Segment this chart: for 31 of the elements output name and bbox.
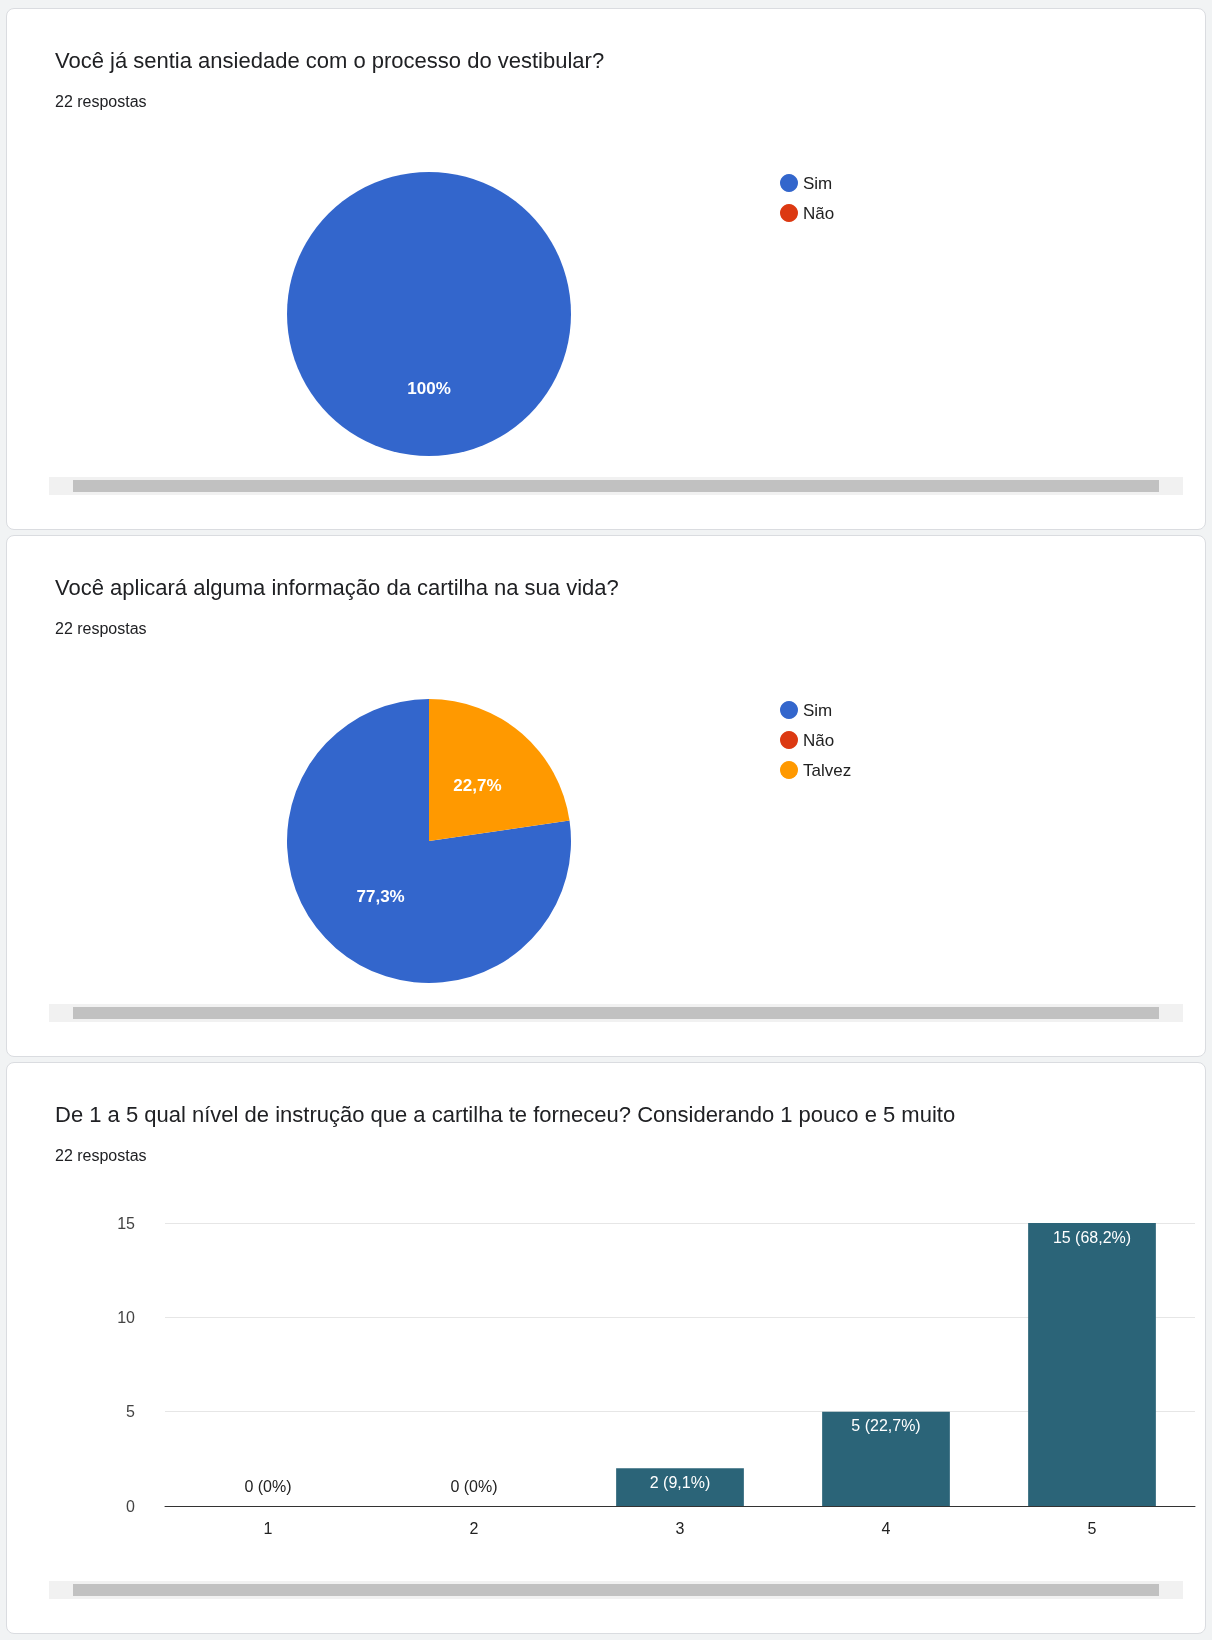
text: 22 respostas bbox=[55, 92, 147, 110]
data-label: 22,7% bbox=[453, 775, 502, 795]
x-tick-label: 1 bbox=[263, 1519, 273, 1537]
data-label: 0 (0%) bbox=[450, 1477, 498, 1495]
chart-title: Você já sentia ansiedade com o processo do vestibular? bbox=[55, 47, 605, 73]
data-label: 77,3% bbox=[356, 887, 405, 907]
bar bbox=[1028, 1223, 1156, 1506]
x-tick-label: 2 bbox=[469, 1519, 479, 1537]
x-tick-label: 3 bbox=[675, 1519, 685, 1537]
bar bbox=[616, 1468, 744, 1506]
legend-label: Não bbox=[803, 203, 835, 223]
data-label: 5 (22,7%) bbox=[851, 1417, 921, 1435]
y-tick-label: 0 bbox=[126, 1497, 136, 1515]
legend-label: Sim bbox=[803, 173, 833, 193]
chart-subtitle: 22 respostas bbox=[55, 1146, 147, 1164]
data-label: 2 (9,1%) bbox=[649, 1473, 711, 1491]
x-tick-label: 4 bbox=[881, 1519, 891, 1537]
y-tick-label: 15 bbox=[117, 1214, 136, 1232]
y-tick-label: 10 bbox=[117, 1308, 136, 1326]
text: 22 respostas bbox=[55, 619, 147, 637]
legend-label: Não bbox=[803, 730, 835, 750]
data-label: 15 (68,2%) bbox=[1052, 1228, 1132, 1246]
y-tick-label: 5 bbox=[126, 1403, 136, 1421]
legend-label: Sim bbox=[803, 700, 833, 720]
x-tick-label: 5 bbox=[1087, 1519, 1097, 1537]
chart-title: Você aplicará alguma informação da cartilha na sua vida? bbox=[55, 574, 619, 600]
data-label: 100% bbox=[407, 378, 451, 398]
bar bbox=[822, 1411, 950, 1506]
legend-label: Talvez bbox=[803, 760, 852, 780]
chart-title: De 1 a 5 qual nível de instrução que a cartilha te forneceu? Considerando 1 pouco e 5 muito bbox=[55, 1101, 956, 1127]
data-label: 0 (0%) bbox=[244, 1477, 292, 1495]
